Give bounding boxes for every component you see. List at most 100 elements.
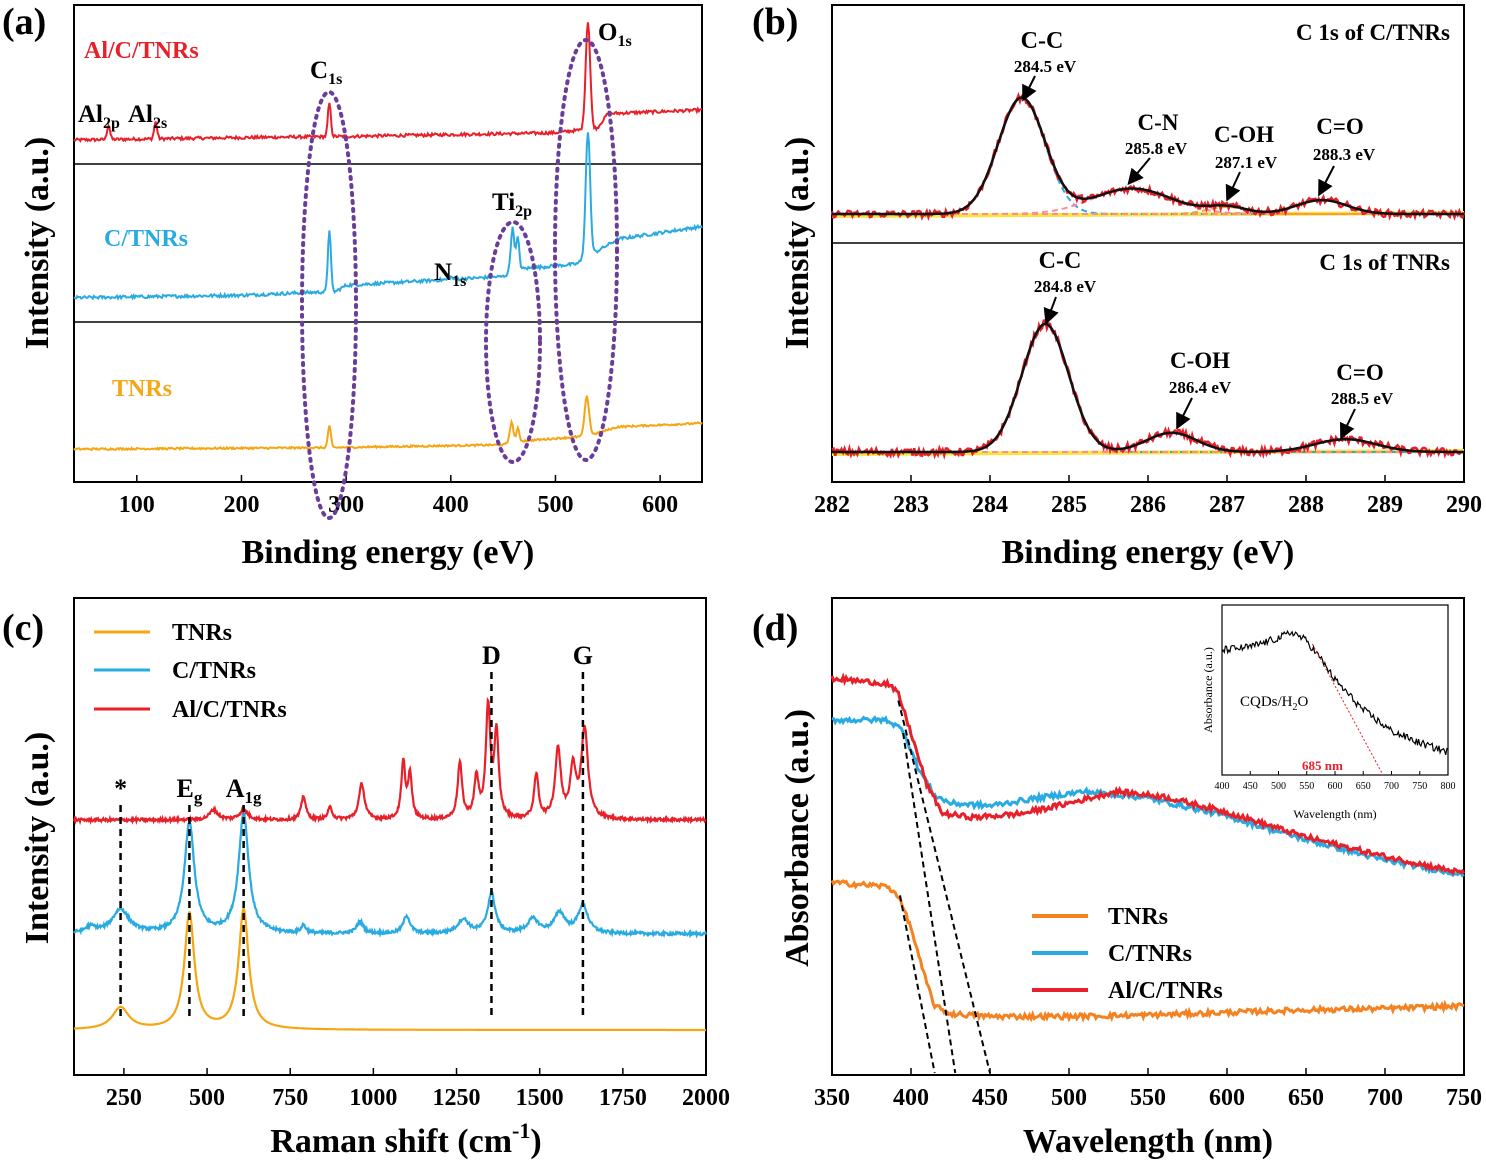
legend-c-alctnrs-label: Al/C/TNRs bbox=[172, 697, 287, 723]
arrow-b-top-coh bbox=[1225, 171, 1241, 202]
panel-b-top-title: C 1s of C/TNRs bbox=[1296, 20, 1450, 45]
series-a-c-tnrs bbox=[73, 132, 703, 301]
panel-b-x-tick-label: 284 bbox=[972, 492, 1008, 518]
annot-c1s: C1s bbox=[310, 57, 342, 88]
c1s-highlight-ellipse bbox=[300, 90, 358, 520]
annot-ti2p: Ti2p bbox=[492, 189, 532, 220]
annot-b-top-coh: C-OH bbox=[1214, 122, 1274, 147]
panel-d-x-tick-label: 700 bbox=[1367, 1085, 1403, 1111]
inset-x-tick-label: 450 bbox=[1243, 781, 1258, 792]
panel-b-fit-envelope bbox=[832, 96, 1464, 216]
panel-a-x-tick-label: 400 bbox=[433, 492, 469, 518]
component-c-c bbox=[832, 322, 1464, 453]
legend-d-ctnrs-label: C/TNRs bbox=[1108, 941, 1192, 967]
panel-label-c: (c) bbox=[2, 607, 44, 649]
panel-b-c1s-spectra: 282 283 284 285 286 287 288 289 290 C 1s of C/TN… bbox=[779, 4, 1482, 571]
annot-b-top-co-value: 288.3 eV bbox=[1313, 145, 1376, 164]
panel-b-bottom-title: C 1s of TNRs bbox=[1319, 250, 1450, 275]
annot-b-bot-co-value: 288.5 eV bbox=[1331, 389, 1394, 408]
panel-b-x-tick-label: 287 bbox=[1209, 492, 1245, 518]
series-a-al-c-tnrs bbox=[73, 22, 703, 143]
series-d-tnrs bbox=[830, 879, 1465, 1023]
label-tnrs: TNRs bbox=[112, 376, 172, 402]
panel-d-x-tick-label: 350 bbox=[814, 1085, 850, 1111]
inset-x-tick-label: 750 bbox=[1412, 781, 1427, 792]
tangent-line bbox=[902, 732, 957, 1074]
panel-b-y-axis-label: Intensity (a.u.) bbox=[779, 137, 816, 350]
series-d-c-tnrs bbox=[831, 715, 1465, 878]
panel-d-inset: 400 450 500 550 600 650 700 750 800 CQDs/H2O 685… bbox=[1201, 604, 1456, 821]
inset-label: CQDs/H2O bbox=[1240, 694, 1309, 713]
inset-x-tick-label: 500 bbox=[1271, 781, 1286, 792]
panel-a-x-tick-label: 100 bbox=[119, 492, 155, 518]
panel-d-x-tick-label: 400 bbox=[893, 1085, 929, 1111]
legend-d-alctnrs-label: Al/C/TNRs bbox=[1108, 978, 1223, 1004]
panel-d-x-tick-label: 500 bbox=[1051, 1085, 1087, 1111]
annot-b-top-coh-value: 287.1 eV bbox=[1215, 153, 1278, 172]
series-d-al-c-tnrs bbox=[830, 672, 1466, 876]
panel-a-y-axis-label: Intensity (a.u.) bbox=[19, 137, 56, 350]
panel-b-x-axis-label: Binding energy (eV) bbox=[1002, 534, 1295, 571]
annot-al2p: Al2p bbox=[78, 101, 120, 132]
arrow-b-top-cc bbox=[1022, 75, 1037, 102]
annot-b-top-cc-value: 284.5 eV bbox=[1014, 57, 1077, 76]
label-al-c-tnrs: Al/C/TNRs bbox=[84, 38, 199, 64]
inset-tangent-line bbox=[1311, 643, 1384, 776]
panel-d-y-axis-label: Absorbance (a.u.) bbox=[779, 709, 816, 967]
arrow-b-top-cn bbox=[1127, 157, 1151, 186]
panel-a-x-tick-label: 500 bbox=[537, 492, 573, 518]
arrow-b-bot-cc bbox=[1043, 296, 1059, 325]
panel-b-raw-data bbox=[831, 318, 1465, 460]
marker-label: A1g bbox=[226, 774, 262, 807]
annot-o1s: O1s bbox=[598, 19, 632, 50]
inset-frame bbox=[1221, 604, 1449, 776]
panel-c-x-tick-label: 1500 bbox=[516, 1085, 564, 1111]
annot-b-top-cc: C-C bbox=[1021, 28, 1064, 54]
ti2p-highlight-ellipse bbox=[484, 220, 542, 464]
label-c-tnrs: C/TNRs bbox=[104, 226, 188, 252]
o1s-highlight-ellipse bbox=[553, 38, 619, 462]
inset-cqds-curve bbox=[1221, 629, 1449, 755]
panel-a-x-tick-label: 600 bbox=[642, 492, 678, 518]
series-a-tnrs bbox=[73, 395, 703, 452]
annot-b-bot-coh-value: 286.4 eV bbox=[1169, 378, 1232, 397]
annot-b-bot-cc-value: 284.8 eV bbox=[1034, 277, 1097, 296]
panel-c-x-tick-label: 500 bbox=[189, 1085, 225, 1111]
annot-n1s: N1s bbox=[434, 259, 466, 290]
panel-b-x-tick-label: 285 bbox=[1051, 492, 1087, 518]
panel-b-x-tick-label: 290 bbox=[1446, 492, 1482, 518]
tangent-line bbox=[897, 700, 991, 1074]
annot-b-bot-co: C=O bbox=[1336, 360, 1384, 385]
annot-al2s: Al2s bbox=[128, 101, 167, 132]
inset-x-tick-label: 700 bbox=[1384, 781, 1399, 792]
panel-a-xps-survey: 100 200 300 400 500 600 Al/C/TNRs C/TNRs TNRs… bbox=[19, 4, 703, 571]
panel-a-x-tick-label: 200 bbox=[223, 492, 259, 518]
panel-b-fit-envelope bbox=[832, 322, 1464, 454]
panel-c-frame bbox=[73, 597, 707, 1076]
inset-x-tick-label: 550 bbox=[1299, 781, 1314, 792]
inset-edge-label: 685 nm bbox=[1302, 758, 1343, 773]
annot-b-top-cn-value: 285.8 eV bbox=[1125, 139, 1188, 158]
series-c-c-tnrs bbox=[73, 811, 708, 940]
inset-x-tick-label: 800 bbox=[1441, 781, 1456, 792]
inset-y-axis-label: Absorbance (a.u.) bbox=[1201, 647, 1215, 733]
marker-label: G bbox=[573, 641, 593, 670]
series-c-tnrs bbox=[73, 905, 706, 1032]
inset-x-tick-label: 650 bbox=[1356, 781, 1371, 792]
panel-c-y-axis-label: Intensity (a.u.) bbox=[19, 732, 56, 945]
arrow-b-bot-coh bbox=[1176, 397, 1193, 430]
inset-x-tick-label: 600 bbox=[1328, 781, 1343, 792]
panel-label-d: (d) bbox=[752, 607, 798, 649]
legend-d-tnrs-label: TNRs bbox=[1108, 904, 1168, 930]
panel-b-x-tick-label: 286 bbox=[1130, 492, 1166, 518]
annot-b-top-co: C=O bbox=[1316, 114, 1364, 139]
panel-label-a: (a) bbox=[2, 1, 46, 43]
panel-d-x-tick-label: 450 bbox=[972, 1085, 1008, 1111]
panel-c-raman: 250 500 750 1000 1250 1500 1750 2000 * Eg A1g D G T… bbox=[19, 597, 730, 1160]
panel-d-x-tick-label: 550 bbox=[1130, 1085, 1166, 1111]
panel-c-x-tick-label: 2000 bbox=[682, 1085, 730, 1111]
panel-b-x-tick-label: 283 bbox=[893, 492, 929, 518]
panel-d-x-tick-label: 750 bbox=[1446, 1085, 1482, 1111]
panel-c-x-tick-label: 1250 bbox=[433, 1085, 481, 1111]
